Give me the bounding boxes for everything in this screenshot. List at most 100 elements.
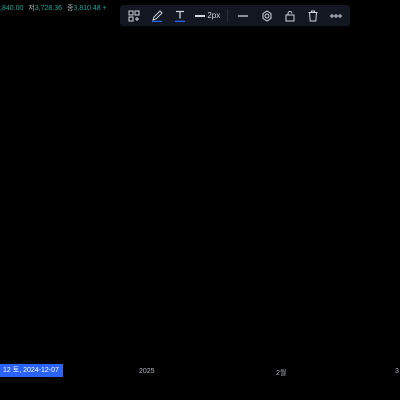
candle-body bbox=[190, 108, 195, 118]
low-label: 저 bbox=[28, 5, 35, 12]
settings-icon[interactable] bbox=[259, 8, 275, 24]
candle-body bbox=[34, 40, 39, 45]
candle-body bbox=[346, 156, 351, 159]
candle-body bbox=[136, 90, 141, 93]
candle-body bbox=[58, 50, 63, 62]
wave-label-5: (5) bbox=[48, 80, 59, 90]
low-value: 3,728.36 bbox=[34, 5, 63, 12]
indicator-wave-label-4: (4) bbox=[48, 331, 59, 341]
candle-body bbox=[184, 104, 189, 108]
candle-body bbox=[202, 100, 207, 112]
candle-body bbox=[64, 45, 69, 50]
candle-body bbox=[232, 100, 237, 106]
candle-body bbox=[388, 190, 393, 196]
indicator-wave-label-3: (3) bbox=[26, 274, 37, 284]
candle-body bbox=[40, 40, 45, 55]
candle-body bbox=[274, 124, 279, 140]
time-tick-mar: 3 bbox=[395, 368, 399, 375]
candle-body bbox=[256, 100, 261, 106]
candle-body bbox=[352, 154, 357, 157]
lock-icon[interactable] bbox=[282, 8, 298, 24]
layout-icon[interactable] bbox=[126, 8, 142, 24]
candle-body bbox=[238, 96, 243, 100]
toolbar-divider bbox=[227, 9, 229, 22]
candle-body bbox=[280, 140, 285, 150]
candle-body bbox=[364, 152, 369, 156]
wave-annotations-group: (4) (5) (3) (4) (5) bbox=[0, 18, 80, 341]
crosshair-date: 토, 2024-12-07 bbox=[12, 367, 59, 374]
candle-body bbox=[106, 96, 111, 100]
candle-body bbox=[196, 112, 201, 118]
candle-body bbox=[370, 150, 375, 153]
candle-body bbox=[250, 98, 255, 101]
candle-body bbox=[88, 70, 93, 92]
candle-body bbox=[316, 160, 321, 163]
candle-body bbox=[298, 158, 303, 161]
time-tick-2025: 2025 bbox=[139, 368, 155, 375]
price-wave-line bbox=[0, 34, 53, 79]
crosshair-prefix: 12 bbox=[3, 367, 11, 374]
change-trail: + bbox=[102, 5, 107, 12]
candle-body bbox=[376, 150, 381, 180]
candle-body bbox=[310, 162, 315, 165]
close-label: 종 bbox=[66, 5, 74, 12]
candle-body bbox=[178, 100, 183, 104]
candle-body bbox=[220, 96, 225, 99]
candle-body bbox=[262, 106, 267, 114]
candle-body bbox=[26, 45, 31, 55]
candle-body bbox=[112, 92, 117, 96]
candle-body bbox=[226, 98, 231, 106]
candle-body bbox=[160, 70, 165, 73]
candle-body bbox=[292, 156, 297, 159]
candle-body bbox=[70, 40, 75, 45]
more-icon[interactable] bbox=[328, 8, 344, 24]
time-tick-feb: 2월 bbox=[276, 370, 287, 377]
candle-body bbox=[82, 48, 87, 70]
candle-body bbox=[244, 96, 249, 99]
candle-body bbox=[172, 80, 177, 100]
candle-body bbox=[154, 72, 159, 76]
close-value: 3,810.48 bbox=[73, 5, 101, 12]
candle-body bbox=[142, 82, 147, 90]
candle-body bbox=[118, 92, 123, 96]
candle-body bbox=[130, 92, 135, 95]
candle-body bbox=[358, 154, 363, 157]
candle-body bbox=[52, 62, 57, 68]
ohlc-legend: ,840.00 저3,728.36 종3,810.48 + bbox=[0, 3, 107, 13]
line-width-label: 2px bbox=[207, 11, 221, 20]
candle-body bbox=[76, 40, 81, 48]
trash-icon[interactable] bbox=[305, 8, 321, 24]
candle-body bbox=[10, 62, 15, 70]
candle-body bbox=[124, 94, 129, 97]
indicator-line bbox=[0, 289, 400, 353]
candle-body bbox=[304, 160, 309, 163]
text-color-icon[interactable] bbox=[172, 8, 188, 24]
candle-body bbox=[340, 156, 345, 159]
candle-body bbox=[334, 156, 339, 159]
drawing-toolbar: 2px bbox=[120, 5, 350, 26]
crosshair-date-label: 12 토, 2024-12-07 bbox=[0, 364, 63, 377]
line-style-icon[interactable] bbox=[235, 8, 251, 24]
candle-body bbox=[268, 114, 273, 124]
indicator-group bbox=[0, 289, 400, 353]
candle-body bbox=[100, 98, 105, 101]
candle-body bbox=[286, 150, 291, 156]
candle-body bbox=[94, 92, 99, 98]
pencil-icon[interactable] bbox=[149, 8, 165, 24]
candle-body bbox=[166, 70, 171, 80]
candle-body bbox=[46, 55, 51, 68]
indicator-wave-line bbox=[0, 286, 77, 322]
line-width-icon bbox=[195, 14, 206, 17]
candle-body bbox=[2, 70, 7, 75]
indicator-wave-label-5: (5) bbox=[69, 286, 80, 296]
line-width-selector[interactable]: 2px bbox=[195, 11, 220, 20]
price-wave-line-upper bbox=[0, 35, 37, 49]
candle-body bbox=[328, 156, 333, 159]
wave-label-4: (4) bbox=[31, 18, 42, 28]
candle-body bbox=[322, 158, 327, 161]
candle-body bbox=[382, 180, 387, 190]
candle-body bbox=[214, 94, 219, 97]
candles-group bbox=[2, 36, 399, 214]
